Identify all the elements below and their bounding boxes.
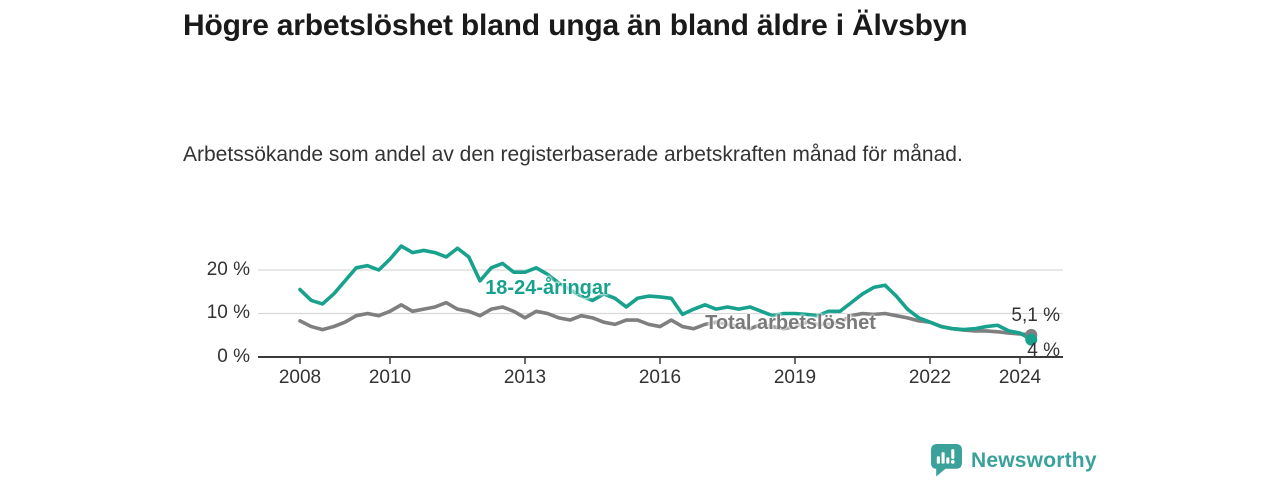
newsworthy-logo: Newsworthy [931, 444, 1097, 477]
x-tick-label-2013: 2013 [503, 367, 547, 388]
series-label-youth: 18-24-åringar [485, 277, 611, 299]
end-value-label-youth: 4 % [1027, 340, 1060, 361]
y-tick-label-0: 0 % [217, 346, 250, 367]
y-tick-label-20: 20 % [206, 259, 250, 280]
x-tick-label-2019: 2019 [773, 367, 817, 388]
x-tick-label-2008: 2008 [278, 367, 322, 388]
newsworthy-logo-icon [931, 444, 962, 477]
chart-subtitle: Arbetssökande som andel av den registerb… [183, 143, 963, 166]
newsworthy-logo-text: Newsworthy [971, 448, 1097, 472]
series-label-total: Total arbetslöshet [705, 312, 876, 334]
end-value-label-total: 5,1 % [1011, 305, 1060, 326]
x-tick-label-2022: 2022 [908, 367, 952, 388]
x-tick-label-2016: 2016 [638, 367, 682, 388]
chart-title: Högre arbetslöshet bland unga än bland ä… [183, 9, 968, 42]
x-tick-label-2010: 2010 [368, 367, 412, 388]
y-tick-label-10: 10 % [206, 302, 250, 323]
x-tick-label-2024: 2024 [998, 367, 1042, 388]
